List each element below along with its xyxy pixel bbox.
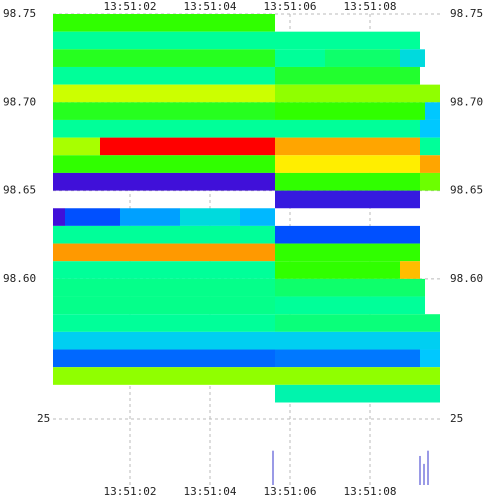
heat-cell [400, 49, 425, 67]
heat-cell [53, 314, 275, 332]
y-tick-label: 98.65 [3, 184, 36, 197]
heat-cell [53, 155, 275, 173]
heat-cell [400, 261, 420, 279]
x-tick-label: 13:51:02 [104, 485, 157, 498]
heat-cell [275, 349, 420, 368]
y-tick-label: 98.60 [450, 272, 483, 285]
heat-cell [275, 172, 420, 191]
volume-tick-label: 25 [450, 412, 463, 425]
x-tick-label: 13:51:08 [344, 0, 397, 13]
volume-tick-label: 25 [37, 412, 50, 425]
heat-cell [420, 172, 440, 191]
heat-cell [53, 296, 275, 315]
heat-cell [53, 349, 275, 368]
heat-cell [53, 102, 275, 120]
heat-cell [53, 278, 275, 297]
heat-cell [65, 208, 120, 226]
heat-cell [53, 331, 275, 350]
heat-cell [53, 137, 100, 156]
heat-cell [275, 225, 420, 244]
y-tick-label: 98.75 [450, 7, 483, 20]
heat-cell [53, 367, 440, 385]
x-tick-label: 13:51:02 [104, 0, 157, 13]
x-tick-label: 13:51:06 [264, 485, 317, 498]
heat-cell [275, 49, 325, 67]
y-tick-label: 98.75 [3, 7, 36, 20]
volume-bar [423, 463, 425, 485]
heat-cell [420, 119, 440, 138]
heat-cell [100, 137, 275, 156]
heat-cell [275, 102, 425, 120]
heat-cell [53, 243, 275, 262]
heat-cell [275, 278, 425, 297]
heat-cell [325, 49, 400, 67]
heat-cell [53, 172, 275, 191]
heat-cell [240, 208, 275, 226]
heat-cell [420, 349, 440, 368]
heat-cell [275, 261, 400, 279]
heat-cell [53, 208, 65, 226]
heat-cell [420, 137, 440, 156]
heat-cell [275, 66, 420, 85]
heat-cell [53, 49, 275, 67]
heat-cell [275, 331, 440, 350]
x-tick-label: 13:51:04 [184, 485, 237, 498]
heat-cell [275, 137, 420, 156]
heat-cell [53, 31, 420, 50]
heat-cell [425, 102, 440, 120]
heat-cell [53, 14, 275, 32]
x-tick-label: 13:51:08 [344, 485, 397, 498]
heat-cell [275, 384, 440, 403]
volume-bar [419, 455, 421, 485]
volume-bar [272, 450, 274, 485]
y-tick-label: 98.65 [450, 184, 483, 197]
heat-cell [275, 155, 420, 173]
heat-cell [53, 84, 275, 103]
heat-cell [53, 66, 275, 85]
y-tick-label: 98.70 [3, 95, 36, 108]
y-tick-label: 98.70 [450, 95, 483, 108]
y-tick-label: 98.60 [3, 272, 36, 285]
heat-cell [420, 155, 440, 173]
x-tick-label: 13:51:06 [264, 0, 317, 13]
heat-cell [53, 119, 420, 138]
heat-cell [275, 314, 440, 332]
heat-cell [275, 296, 425, 315]
heat-cell [275, 190, 420, 209]
heat-cell [53, 225, 275, 244]
heat-cell [120, 208, 180, 226]
heat-cell [275, 84, 440, 103]
heat-cell [53, 261, 275, 279]
heat-cell [275, 243, 420, 262]
heat-cell [180, 208, 240, 226]
volume-bar [427, 450, 429, 485]
x-tick-label: 13:51:04 [184, 0, 237, 13]
